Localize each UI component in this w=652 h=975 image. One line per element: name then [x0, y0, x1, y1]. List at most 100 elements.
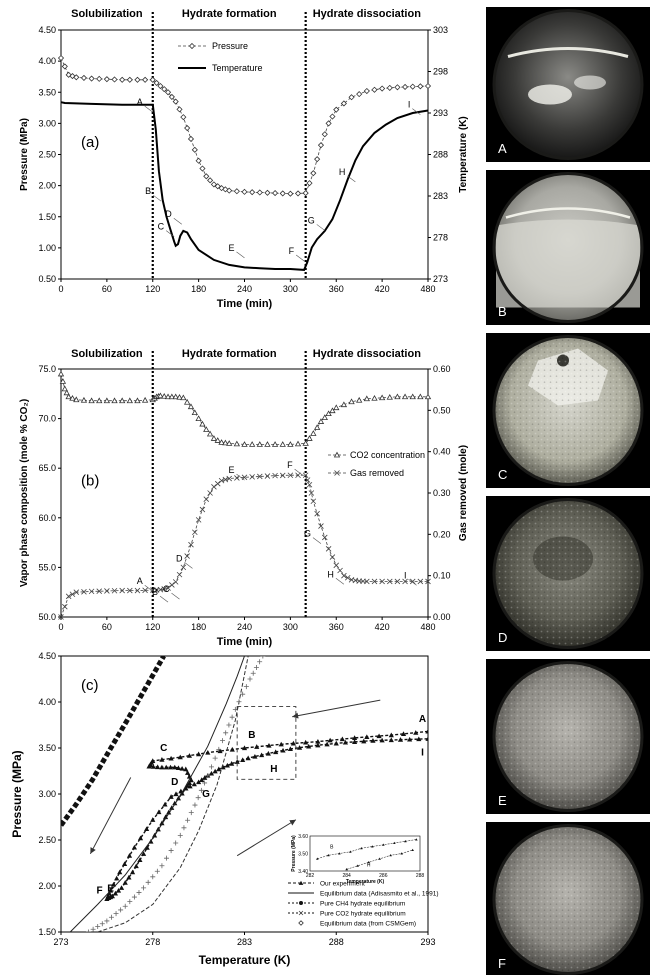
y-tick-label: 60.0 [38, 513, 56, 523]
data-point [112, 890, 119, 896]
data-point [73, 396, 80, 403]
y2-tick-label: 0.30 [433, 488, 451, 498]
zoom-box [236, 706, 297, 780]
data-point [340, 401, 348, 408]
y2-tick-label: 303 [433, 25, 448, 35]
data-point [229, 761, 235, 766]
data-point [264, 189, 271, 196]
window-rim [492, 172, 644, 323]
x-tick-label: 360 [329, 284, 344, 294]
data-point [61, 385, 69, 392]
legend-label-gas: Gas removed [350, 468, 404, 478]
data-point [371, 394, 378, 401]
data-point [150, 874, 156, 880]
turbid-liquid [496, 219, 640, 308]
data-point [218, 185, 225, 192]
x-tick-label: 240 [237, 284, 252, 294]
inset-point [360, 846, 363, 850]
y-tick-label: 55.0 [38, 562, 56, 572]
data-point [145, 879, 151, 885]
data-point [159, 764, 165, 770]
data-point [88, 75, 95, 82]
data-point [96, 588, 103, 594]
annotation-leader [295, 254, 305, 262]
annotation-leader [294, 468, 303, 476]
data-point [259, 752, 265, 758]
data-point [183, 398, 191, 405]
inset-point [356, 864, 359, 867]
data-point [164, 855, 170, 861]
inset-point [415, 838, 418, 841]
data-point [217, 748, 223, 754]
panel-label: (a) [81, 134, 99, 151]
data-point [126, 874, 132, 880]
photo-label-a: A [498, 141, 507, 156]
data-point [73, 74, 80, 81]
legend-label-3: Pure CH4 hydrate equilibrium [320, 901, 405, 908]
legend-marker-co2 [333, 451, 341, 458]
data-point [211, 484, 217, 490]
viewing-window [494, 10, 642, 159]
series-our-experiment [104, 728, 428, 901]
data-point [187, 135, 195, 143]
data-point [321, 414, 328, 421]
data-point [203, 426, 210, 432]
y-axis-label: Pressure (MPa) [10, 750, 24, 837]
annotation-label-f: F [96, 885, 102, 896]
data-point [167, 764, 174, 770]
data-point [144, 826, 150, 832]
data-point [321, 534, 328, 541]
data-point [169, 582, 175, 588]
data-point [180, 114, 187, 121]
window-rim [492, 661, 644, 812]
data-point [294, 440, 302, 447]
y-tick-label: 65.0 [38, 463, 56, 473]
data-point [342, 739, 349, 745]
data-point [177, 832, 183, 838]
data-point [180, 394, 187, 401]
data-point [325, 410, 332, 417]
x-axis-label: Temperature (K) [199, 953, 291, 967]
data-point [253, 665, 259, 670]
data-point [177, 754, 183, 760]
data-point [172, 800, 178, 806]
data-point [273, 749, 279, 755]
data-point [214, 480, 221, 487]
y2-tick-label: 278 [433, 233, 448, 243]
data-point [195, 157, 202, 164]
data-point [424, 393, 432, 400]
data-point [394, 393, 401, 400]
inset-point [389, 853, 392, 857]
series-gas-removed [58, 472, 431, 620]
series-line [60, 474, 428, 618]
data-point [247, 676, 253, 682]
inset-point [400, 852, 403, 855]
data-point [333, 106, 340, 113]
data-point [69, 394, 76, 401]
data-point [104, 896, 110, 901]
inset-line-upper [317, 839, 417, 860]
annotation-label-h: H [339, 167, 346, 177]
data-point [168, 848, 174, 854]
data-point [424, 82, 432, 90]
phase-label: Solubilization [71, 348, 143, 360]
data-point [134, 587, 141, 594]
y-tick-label: 0.50 [38, 274, 56, 284]
y-tick-label: 4.00 [38, 697, 56, 707]
data-point [271, 441, 279, 447]
data-point [186, 753, 193, 758]
photo-c: C [486, 333, 650, 488]
data-point [240, 757, 246, 763]
legend-label-temperature: Temperature [212, 63, 263, 73]
data-point [234, 475, 240, 481]
data-point [131, 844, 137, 850]
data-point [159, 820, 165, 826]
data-point [115, 888, 122, 893]
data-point [173, 791, 179, 797]
data-point [352, 739, 358, 744]
photo-label-f: F [498, 956, 506, 971]
inset: 282 284 286 288 3.40 3.50 3.60 Temperature (K) P… [291, 834, 424, 885]
chart-a: Solubilization Hydrate formation Hydrate d… [19, 8, 469, 310]
window-rim [492, 335, 644, 486]
data-point [162, 814, 169, 820]
